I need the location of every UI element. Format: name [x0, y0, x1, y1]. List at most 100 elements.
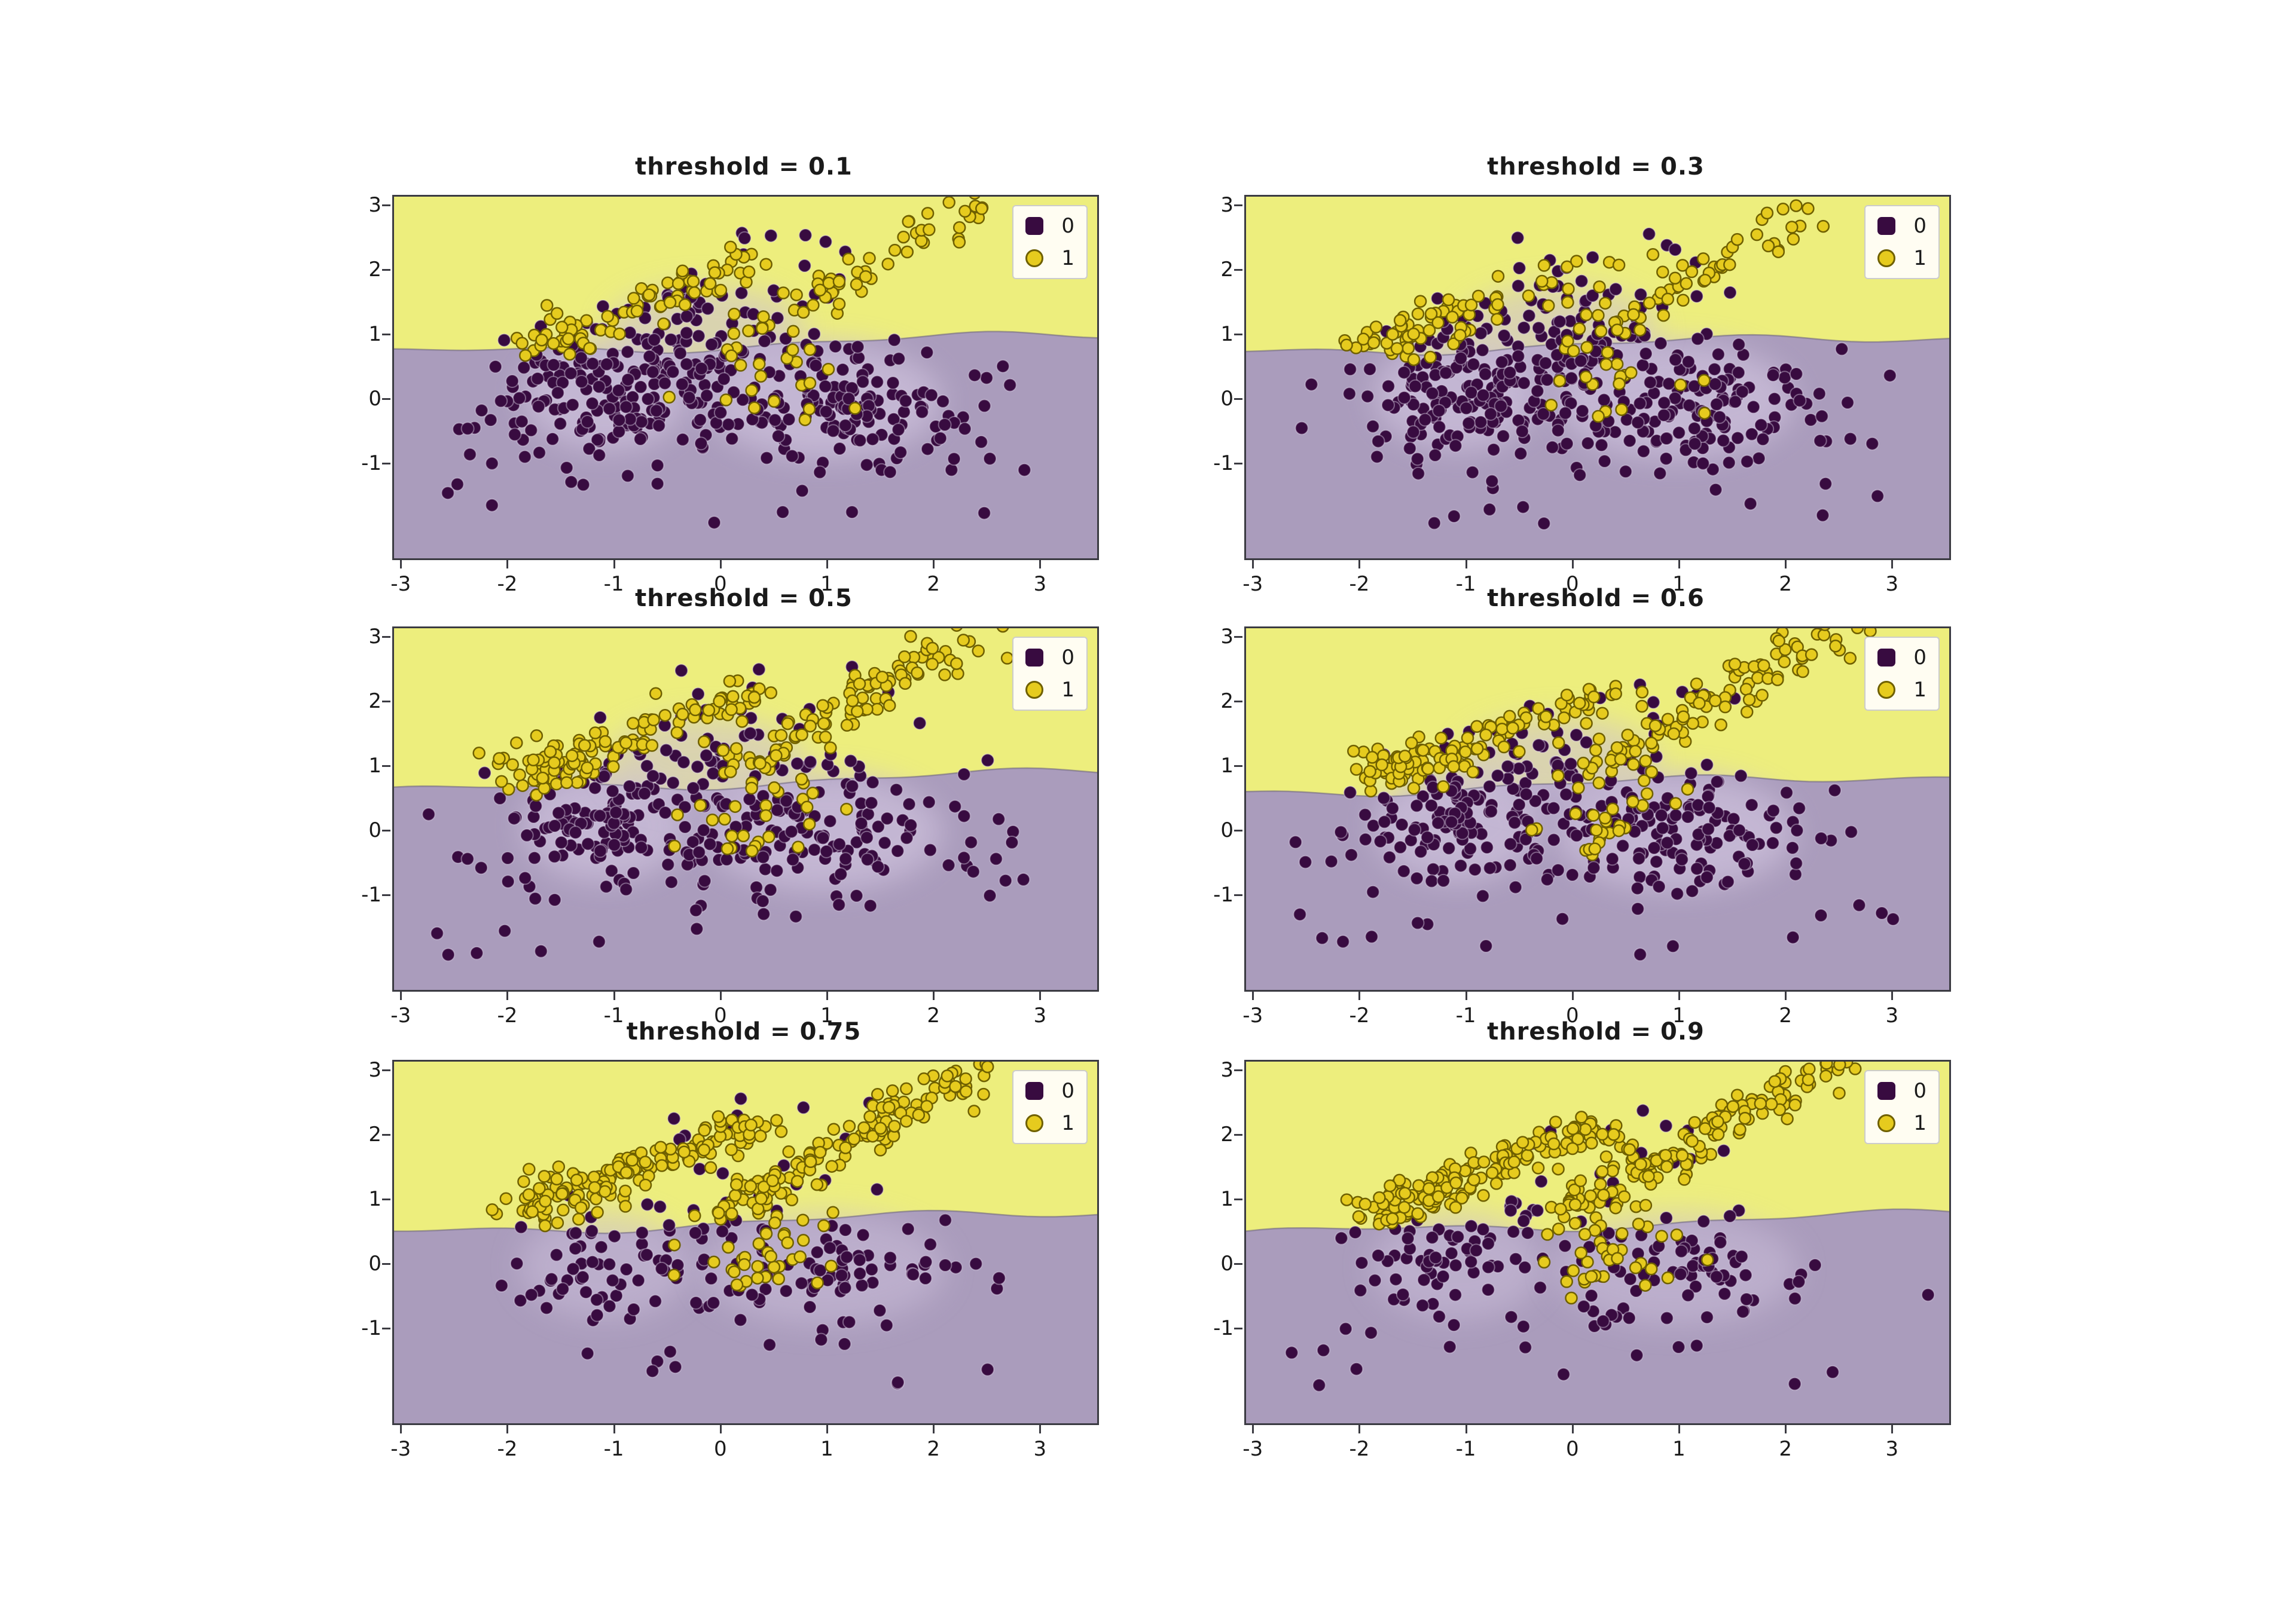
x-tick-label: 3 [1885, 1004, 1899, 1028]
x-tick-label: 3 [1885, 572, 1899, 596]
x-tick-mark [400, 560, 402, 568]
x-tick-mark [1571, 992, 1574, 1000]
y-tick-label: 3 [368, 625, 381, 649]
legend-item-class0: 0 [1877, 1081, 1926, 1101]
y-tick-mark [382, 1069, 390, 1072]
y-tick-label: 0 [368, 1252, 381, 1276]
x-tick-mark [613, 560, 615, 568]
y-tick-label: 3 [1220, 625, 1234, 649]
plot-area: 0 1 [1244, 1060, 1951, 1425]
class0-swatch-icon [1025, 217, 1044, 235]
legend-item-class1: 1 [1025, 680, 1074, 700]
legend-item-class0: 0 [1025, 216, 1074, 236]
scatter-canvas [1246, 1062, 1949, 1423]
class1-points [510, 197, 989, 426]
x-tick-label: -1 [603, 572, 624, 596]
y-tick-mark [382, 636, 390, 638]
y-tick-mark [1234, 1199, 1242, 1201]
x-tick-label: 0 [713, 1004, 727, 1028]
subplot-title: threshold = 0.5 [635, 585, 853, 612]
x-tick-label: -3 [1242, 1004, 1263, 1028]
y-tick-mark [1234, 204, 1242, 207]
legend-label-class1: 1 [1061, 246, 1074, 270]
x-tick-mark [1358, 560, 1361, 568]
x-tick-label: -3 [1242, 572, 1263, 596]
y-tick-mark [382, 334, 390, 336]
y-tick-mark [1234, 463, 1242, 465]
class1-swatch-icon [1877, 1114, 1896, 1132]
legend-label-class0: 0 [1913, 1079, 1926, 1103]
legend: 0 1 [1864, 205, 1940, 279]
class1-points [486, 1062, 994, 1292]
x-tick-mark [933, 1425, 935, 1433]
y-tick-label: 1 [1220, 1187, 1234, 1212]
y-tick-label: 0 [1220, 818, 1234, 843]
scatter-canvas [394, 1062, 1097, 1423]
x-tick-mark [1039, 992, 1042, 1000]
y-tick-mark [1234, 1069, 1242, 1072]
x-tick-mark [1571, 1425, 1574, 1433]
class0-swatch-icon [1025, 649, 1044, 667]
x-tick-label: -1 [1455, 1437, 1476, 1461]
x-tick-mark [826, 1425, 828, 1433]
class0-swatch-icon [1877, 649, 1896, 667]
x-tick-label: -3 [1242, 1437, 1263, 1461]
legend-label-class0: 0 [1061, 646, 1074, 669]
x-tick-label: 2 [927, 1004, 940, 1028]
x-tick-label: -1 [1455, 1004, 1476, 1028]
x-tick-mark [506, 1425, 509, 1433]
y-tick-label: -1 [1213, 1316, 1234, 1341]
subplot-title: threshold = 0.9 [1487, 1018, 1705, 1045]
y-tick-label: 3 [368, 1058, 381, 1083]
y-tick-label: -1 [1213, 451, 1234, 476]
y-tick-label: 0 [368, 387, 381, 411]
class1-points [1347, 628, 1877, 861]
x-tick-label: 0 [713, 1437, 727, 1461]
legend-label-class1: 1 [1913, 678, 1926, 702]
x-tick-label: 1 [1672, 1004, 1686, 1028]
x-tick-label: -2 [497, 572, 518, 596]
legend-item-class1: 1 [1877, 1113, 1926, 1133]
x-tick-label: 2 [1779, 1004, 1792, 1028]
y-tick-label: -1 [361, 451, 381, 476]
y-tick-label: 0 [368, 818, 381, 843]
x-tick-mark [1358, 992, 1361, 1000]
y-tick-label: 2 [368, 689, 381, 714]
y-tick-mark [1234, 1134, 1242, 1136]
x-tick-label: 3 [1033, 1437, 1047, 1461]
x-tick-mark [1039, 560, 1042, 568]
legend-label-class0: 0 [1913, 214, 1926, 238]
class1-points [472, 628, 1014, 858]
x-tick-mark [1465, 1425, 1467, 1433]
x-tick-mark [826, 560, 828, 568]
x-tick-mark [826, 992, 828, 1000]
y-tick-mark [382, 701, 390, 703]
x-tick-mark [1465, 560, 1467, 568]
y-tick-label: 1 [368, 754, 381, 778]
class1-swatch-icon [1877, 681, 1896, 699]
subplot-panel-1: threshold = 0.1 0 1 -3 -2 -1 0 1 2 3 3 2 1 0 -1 [309, 147, 1107, 619]
legend-item-class0: 0 [1025, 647, 1074, 668]
y-tick-mark [382, 830, 390, 832]
subplot-panel-2: threshold = 0.3 0 1 -3 -2 -1 0 1 2 3 3 2 1 0 -1 [1161, 147, 1959, 619]
y-tick-mark [382, 1263, 390, 1265]
y-tick-mark [1234, 334, 1242, 336]
class1-points [1340, 1062, 1862, 1305]
y-tick-mark [1234, 398, 1242, 401]
y-tick-mark [382, 765, 390, 768]
x-tick-mark [1785, 992, 1787, 1000]
x-tick-mark [1785, 560, 1787, 568]
x-tick-label: 0 [1565, 1004, 1579, 1028]
y-tick-mark [382, 463, 390, 465]
x-tick-mark [1252, 1425, 1254, 1433]
legend-item-class1: 1 [1877, 248, 1926, 268]
x-tick-label: -2 [1349, 572, 1370, 596]
x-tick-mark [506, 992, 509, 1000]
plot-area: 0 1 [1244, 195, 1951, 560]
scatter-canvas [394, 197, 1097, 558]
x-tick-label: -2 [1349, 1437, 1370, 1461]
legend-label-class1: 1 [1913, 1111, 1926, 1135]
x-tick-label: 2 [1779, 572, 1792, 596]
x-tick-mark [1891, 560, 1894, 568]
class1-swatch-icon [1025, 1114, 1044, 1132]
